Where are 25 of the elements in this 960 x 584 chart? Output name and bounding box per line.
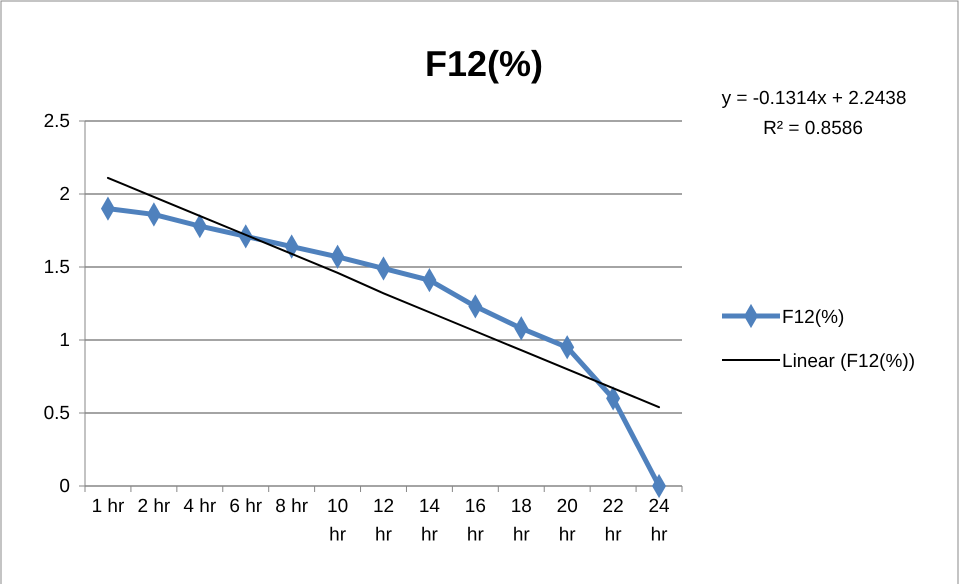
y-tick-label: 0.5	[44, 403, 70, 424]
y-tick-label: 2	[59, 184, 70, 206]
x-tick-label: 10 hr	[327, 496, 348, 546]
x-tick-label: 14 hr	[418, 496, 440, 546]
x-tick-label: 6 hr	[229, 496, 263, 517]
x-tick-label: 12 hr	[372, 496, 394, 546]
x-tick-label: 4 hr	[183, 496, 217, 517]
line-series	[106, 176, 660, 408]
y-tick-label: 0	[59, 476, 70, 498]
x-tick-label: 2 hr	[138, 496, 171, 517]
legend-label: Linear (F12(%))	[782, 351, 916, 372]
chart-title: F12(%)	[424, 43, 544, 84]
y-tick-label: 1.5	[44, 257, 70, 278]
text: R² = 0.8586	[763, 118, 863, 139]
legend-label: F12(%)	[782, 307, 844, 328]
x-tick-label: 1 hr	[92, 496, 125, 517]
x-tick-label: 20 hr	[556, 496, 578, 546]
x-tick-label: 16 hr	[464, 496, 486, 546]
y-tick-label: 1	[59, 330, 70, 352]
x-tick-label: 24 hr	[648, 496, 670, 546]
x-tick-label: 22 hr	[602, 496, 624, 546]
x-tick-label: 18 hr	[510, 496, 532, 546]
text: y = -0.1314x + 2.2438	[722, 88, 906, 109]
x-tick-label: 8 hr	[275, 496, 309, 517]
y-tick-label: 2.5	[44, 111, 70, 132]
